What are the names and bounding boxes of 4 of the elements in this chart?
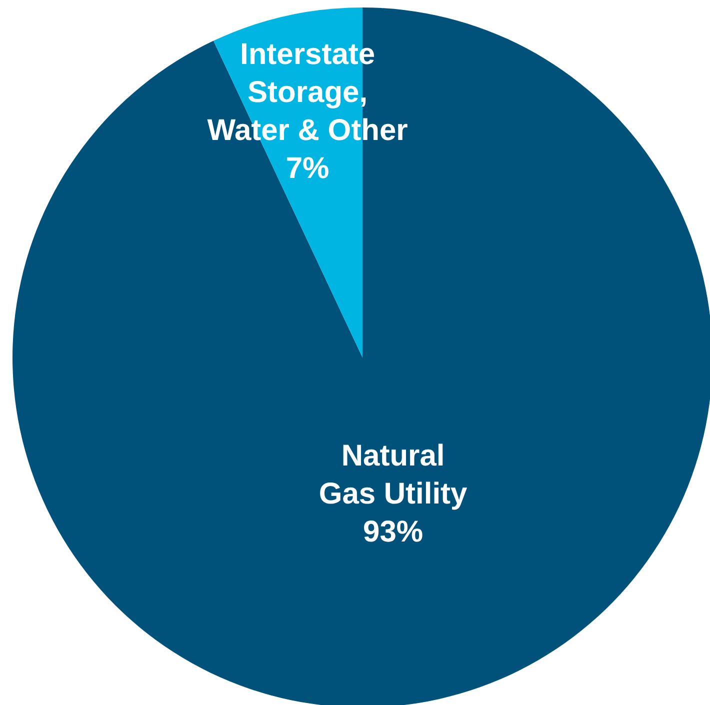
data-label: 7% bbox=[286, 152, 330, 185]
slice-label: Interstate Storage, Water & Other bbox=[207, 38, 408, 148]
slice-label: Natural Gas Utility bbox=[318, 440, 468, 511]
data-label: 93% bbox=[363, 516, 424, 549]
